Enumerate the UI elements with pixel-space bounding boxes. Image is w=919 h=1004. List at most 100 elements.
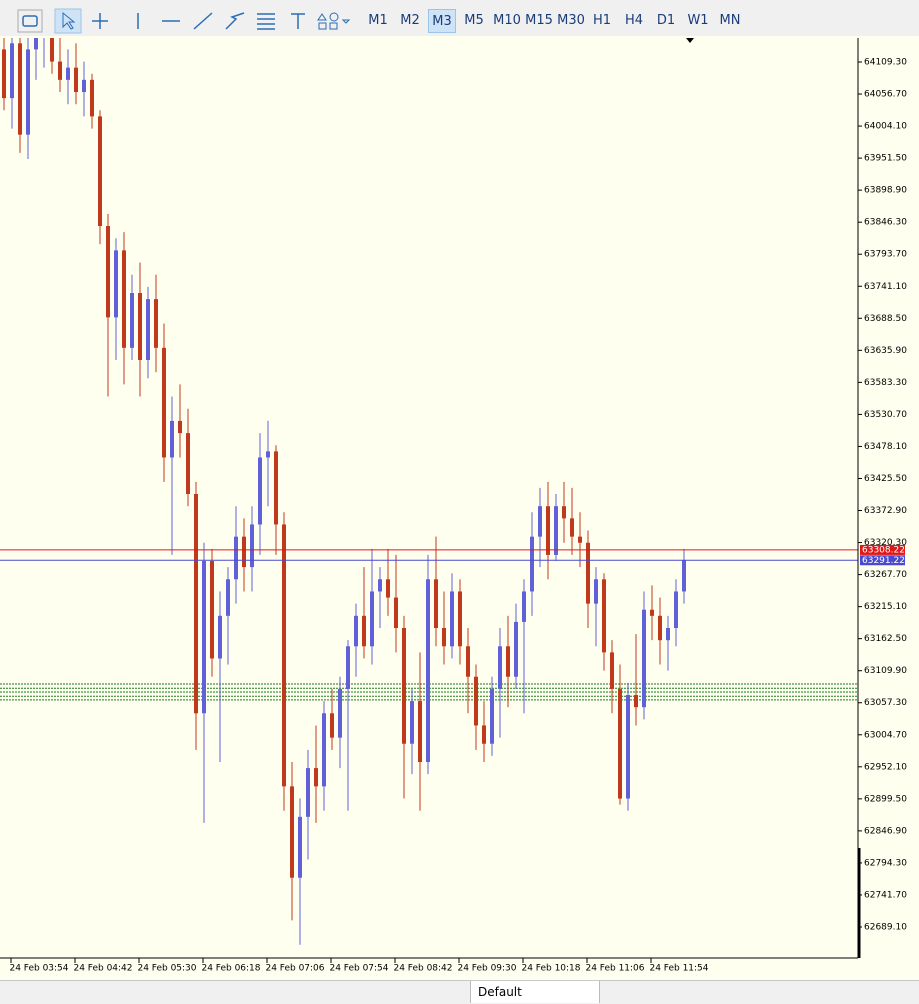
- y-tick-label: 63688.50: [864, 314, 907, 324]
- candle-body: [378, 579, 382, 592]
- x-tick-label: 24 Feb 09:30: [457, 964, 516, 974]
- y-tick-label: 63372.90: [864, 506, 907, 516]
- screenshot-button[interactable]: [17, 9, 43, 33]
- candle-body: [274, 451, 278, 525]
- candle-body: [298, 816, 302, 878]
- candle-body: [578, 536, 582, 543]
- timeframe-button[interactable]: MN: [719, 13, 741, 28]
- cursor-icon: [62, 11, 76, 30]
- x-tick-label: 24 Feb 07:54: [329, 964, 388, 974]
- candle-body: [466, 646, 470, 677]
- candle-body: [170, 420, 174, 458]
- y-tick-label: 63478.10: [864, 442, 907, 452]
- y-tick-label: 63057.30: [864, 698, 907, 708]
- fibo-button[interactable]: [257, 13, 275, 30]
- cursor-button[interactable]: [54, 8, 82, 34]
- candle-body: [194, 494, 198, 714]
- candle-body: [490, 688, 494, 744]
- status-bar: Default: [0, 980, 919, 1004]
- x-tick-label: 24 Feb 03:54: [9, 964, 68, 974]
- shapes-button[interactable]: [317, 12, 351, 30]
- candle-body: [106, 226, 110, 318]
- y-tick-label: 63162.50: [864, 634, 907, 644]
- candle-body: [674, 591, 678, 629]
- y-tick-label: 63004.70: [864, 730, 907, 740]
- timeframe-button[interactable]: W1: [687, 13, 709, 28]
- candle-body: [90, 79, 94, 117]
- candle-body: [594, 579, 598, 604]
- candle-body: [26, 49, 30, 135]
- chart: 64109.30 64056.70 64004.10 63951.50 63898.90…: [0, 36, 919, 980]
- y-tick-label: 63215.10: [864, 602, 907, 612]
- toolbar: M1 M2 M3 M5 M10 M15 M30 H1 H4 D1 W1 MN: [0, 0, 919, 37]
- ask-line-label: 63308.22: [862, 545, 905, 555]
- candle-body: [18, 43, 22, 135]
- timeframe-button[interactable]: M3: [428, 9, 456, 33]
- candle-body: [330, 713, 334, 738]
- y-tick-label: 64004.10: [864, 122, 907, 132]
- candle-body: [426, 579, 430, 763]
- profile-tab[interactable]: Default: [470, 981, 600, 1003]
- candle-body: [210, 561, 214, 659]
- tool-icons: [17, 8, 351, 34]
- candle-body: [146, 299, 150, 361]
- x-tick-label: 24 Feb 07:06: [265, 964, 324, 974]
- candle-body: [554, 506, 558, 555]
- timeframe-button[interactable]: M2: [400, 13, 420, 28]
- candle-body: [138, 293, 142, 361]
- x-tick-label: 24 Feb 08:42: [393, 964, 452, 974]
- timeframe-button[interactable]: M1: [368, 13, 388, 28]
- candle-body: [82, 79, 86, 93]
- candle-body: [162, 347, 166, 458]
- candle-body: [322, 713, 326, 787]
- candle-body: [130, 293, 134, 348]
- text-button[interactable]: [291, 13, 305, 29]
- y-tick-label: 63846.30: [864, 218, 907, 228]
- timeframe-button[interactable]: M15: [525, 13, 553, 28]
- plot-area: [0, 38, 858, 945]
- chart-background: [0, 36, 919, 980]
- crosshair-button[interactable]: [92, 13, 108, 29]
- candle-body: [474, 676, 478, 726]
- timeframe-button[interactable]: H4: [624, 13, 644, 28]
- candle-body: [234, 536, 238, 580]
- candle-body: [226, 579, 230, 616]
- candle-body: [98, 116, 102, 227]
- candle-body: [370, 591, 374, 647]
- y-tick-label: 63425.50: [864, 474, 907, 484]
- y-tick-label: 63741.10: [864, 282, 907, 292]
- camera-icon: [22, 15, 38, 27]
- candle-body: [282, 524, 286, 787]
- candle-body: [562, 506, 566, 519]
- candle-body: [266, 451, 270, 458]
- candle-body: [346, 646, 350, 689]
- x-tick-label: 24 Feb 10:18: [521, 964, 580, 974]
- timeframe-button[interactable]: H1: [592, 13, 612, 28]
- candle-body: [154, 299, 158, 348]
- ask-line-tag: [860, 544, 905, 555]
- candle-body: [218, 615, 222, 659]
- candle-body: [506, 646, 510, 677]
- candle-body: [482, 725, 486, 744]
- timeframe-button[interactable]: M5: [464, 13, 484, 28]
- candle-body: [290, 786, 294, 878]
- y-tick-label: 63898.90: [864, 186, 907, 196]
- timeframe-button[interactable]: M30: [557, 13, 585, 28]
- y-tick-label: 62952.10: [864, 762, 907, 772]
- candle-body: [666, 628, 670, 641]
- candle-body: [498, 646, 502, 689]
- candle-body: [394, 597, 398, 629]
- candle-body: [178, 420, 182, 434]
- trendline-button[interactable]: [193, 12, 213, 30]
- candle-body: [58, 61, 62, 80]
- y-tick-label: 63267.70: [864, 570, 907, 580]
- channel-button[interactable]: [225, 12, 245, 30]
- bid-line-label: 63291.22: [862, 556, 905, 566]
- timeframe-button[interactable]: M10: [493, 13, 521, 28]
- y-tick-label: 63635.90: [864, 346, 907, 356]
- candle-body: [362, 615, 366, 647]
- timeframe-button[interactable]: D1: [656, 13, 676, 28]
- candle-body: [114, 250, 118, 318]
- bid-line-tag: [860, 555, 905, 566]
